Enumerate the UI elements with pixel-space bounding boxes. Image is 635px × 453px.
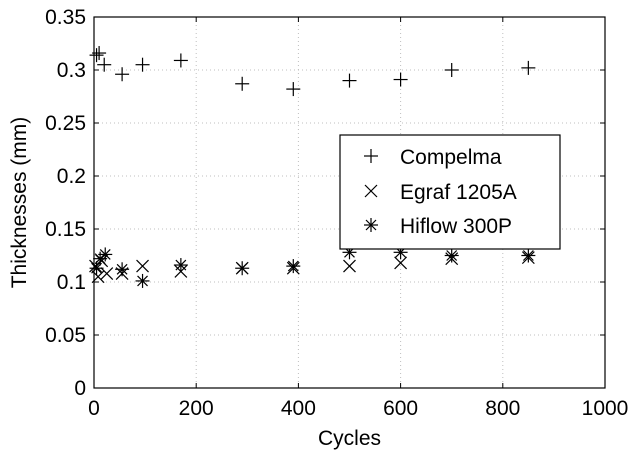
legend-marker-x-shape <box>364 184 378 198</box>
data-point-hiflow <box>115 262 130 277</box>
x-tick-label: 800 <box>485 397 520 420</box>
legend-item-compelma: Compelma <box>364 146 502 169</box>
legend-box <box>339 134 561 250</box>
data-point-compelma <box>444 63 459 77</box>
data-point-compelma <box>173 53 188 68</box>
data-point-hiflow <box>135 273 150 288</box>
data-point-compelma <box>135 57 150 72</box>
data-point-egraf <box>136 259 149 273</box>
y-tick-label: 0 <box>74 377 86 400</box>
legend-marker-asterisk <box>364 218 378 232</box>
plot-frame <box>93 16 606 389</box>
y-tick-labels: 0 0.05 0.1 0.15 0.2 0.25 0.3 0.35 <box>45 6 86 400</box>
legend-marker-plus-shape <box>364 149 378 163</box>
y-tick-label: 0.35 <box>45 6 86 29</box>
data-point-hiflow <box>173 258 188 273</box>
y-tick-label: 0.3 <box>57 59 86 82</box>
y-axis-title: Thicknesses (mm) <box>8 117 31 289</box>
y-tick-label: 0.1 <box>57 271 86 294</box>
y-tick-label: 0.05 <box>45 324 86 347</box>
legend-item-egraf: Egraf 1205A <box>364 181 517 204</box>
legend-label-compelma: Compelma <box>400 146 502 169</box>
series-hiflow <box>89 245 536 288</box>
x-tick-label: 200 <box>179 397 214 420</box>
data-point-compelma <box>235 76 250 91</box>
data-point-compelma <box>97 57 112 72</box>
x-axis-title: Cycles <box>318 427 381 450</box>
y-tick-label: 0.2 <box>57 165 86 188</box>
data-point-hiflow <box>98 247 113 262</box>
x-tick-label: 1000 <box>582 397 629 420</box>
data-point-compelma <box>342 73 357 88</box>
data-point-hiflow <box>286 259 301 274</box>
data-point-hiflow <box>89 261 104 276</box>
x-tick-label: 400 <box>281 397 316 420</box>
y-tick-label: 0.25 <box>45 112 86 135</box>
axis-ticks <box>93 16 606 389</box>
legend-label-hiflow: Hiflow 300P <box>400 215 512 238</box>
data-point-compelma <box>286 82 301 97</box>
legend-marker-x <box>364 184 378 198</box>
data-point-egraf <box>394 256 408 270</box>
data-point-egraf <box>100 267 114 280</box>
legend-marker-plus <box>364 149 378 163</box>
legend: Compelma Egraf 1205A Hiflow 300P <box>339 134 561 250</box>
legend-label-egraf: Egraf 1205A <box>400 181 517 204</box>
data-point-compelma <box>521 60 536 75</box>
data-point-hiflow <box>521 248 536 263</box>
x-tick-label: 600 <box>383 397 418 420</box>
data-point-hiflow <box>235 261 250 276</box>
x-tick-labels: 0 200 400 600 800 1000 <box>88 397 628 420</box>
data-point-hiflow <box>444 248 459 263</box>
y-tick-label: 0.15 <box>45 218 86 241</box>
legend-item-hiflow: Hiflow 300P <box>364 215 512 238</box>
data-point-compelma <box>89 48 104 63</box>
legend-marker-asterisk-shape <box>364 218 378 232</box>
x-tick-label: 0 <box>88 397 100 420</box>
data-point-compelma <box>393 72 408 87</box>
data-point-egraf <box>343 259 356 273</box>
data-point-compelma <box>115 67 130 82</box>
